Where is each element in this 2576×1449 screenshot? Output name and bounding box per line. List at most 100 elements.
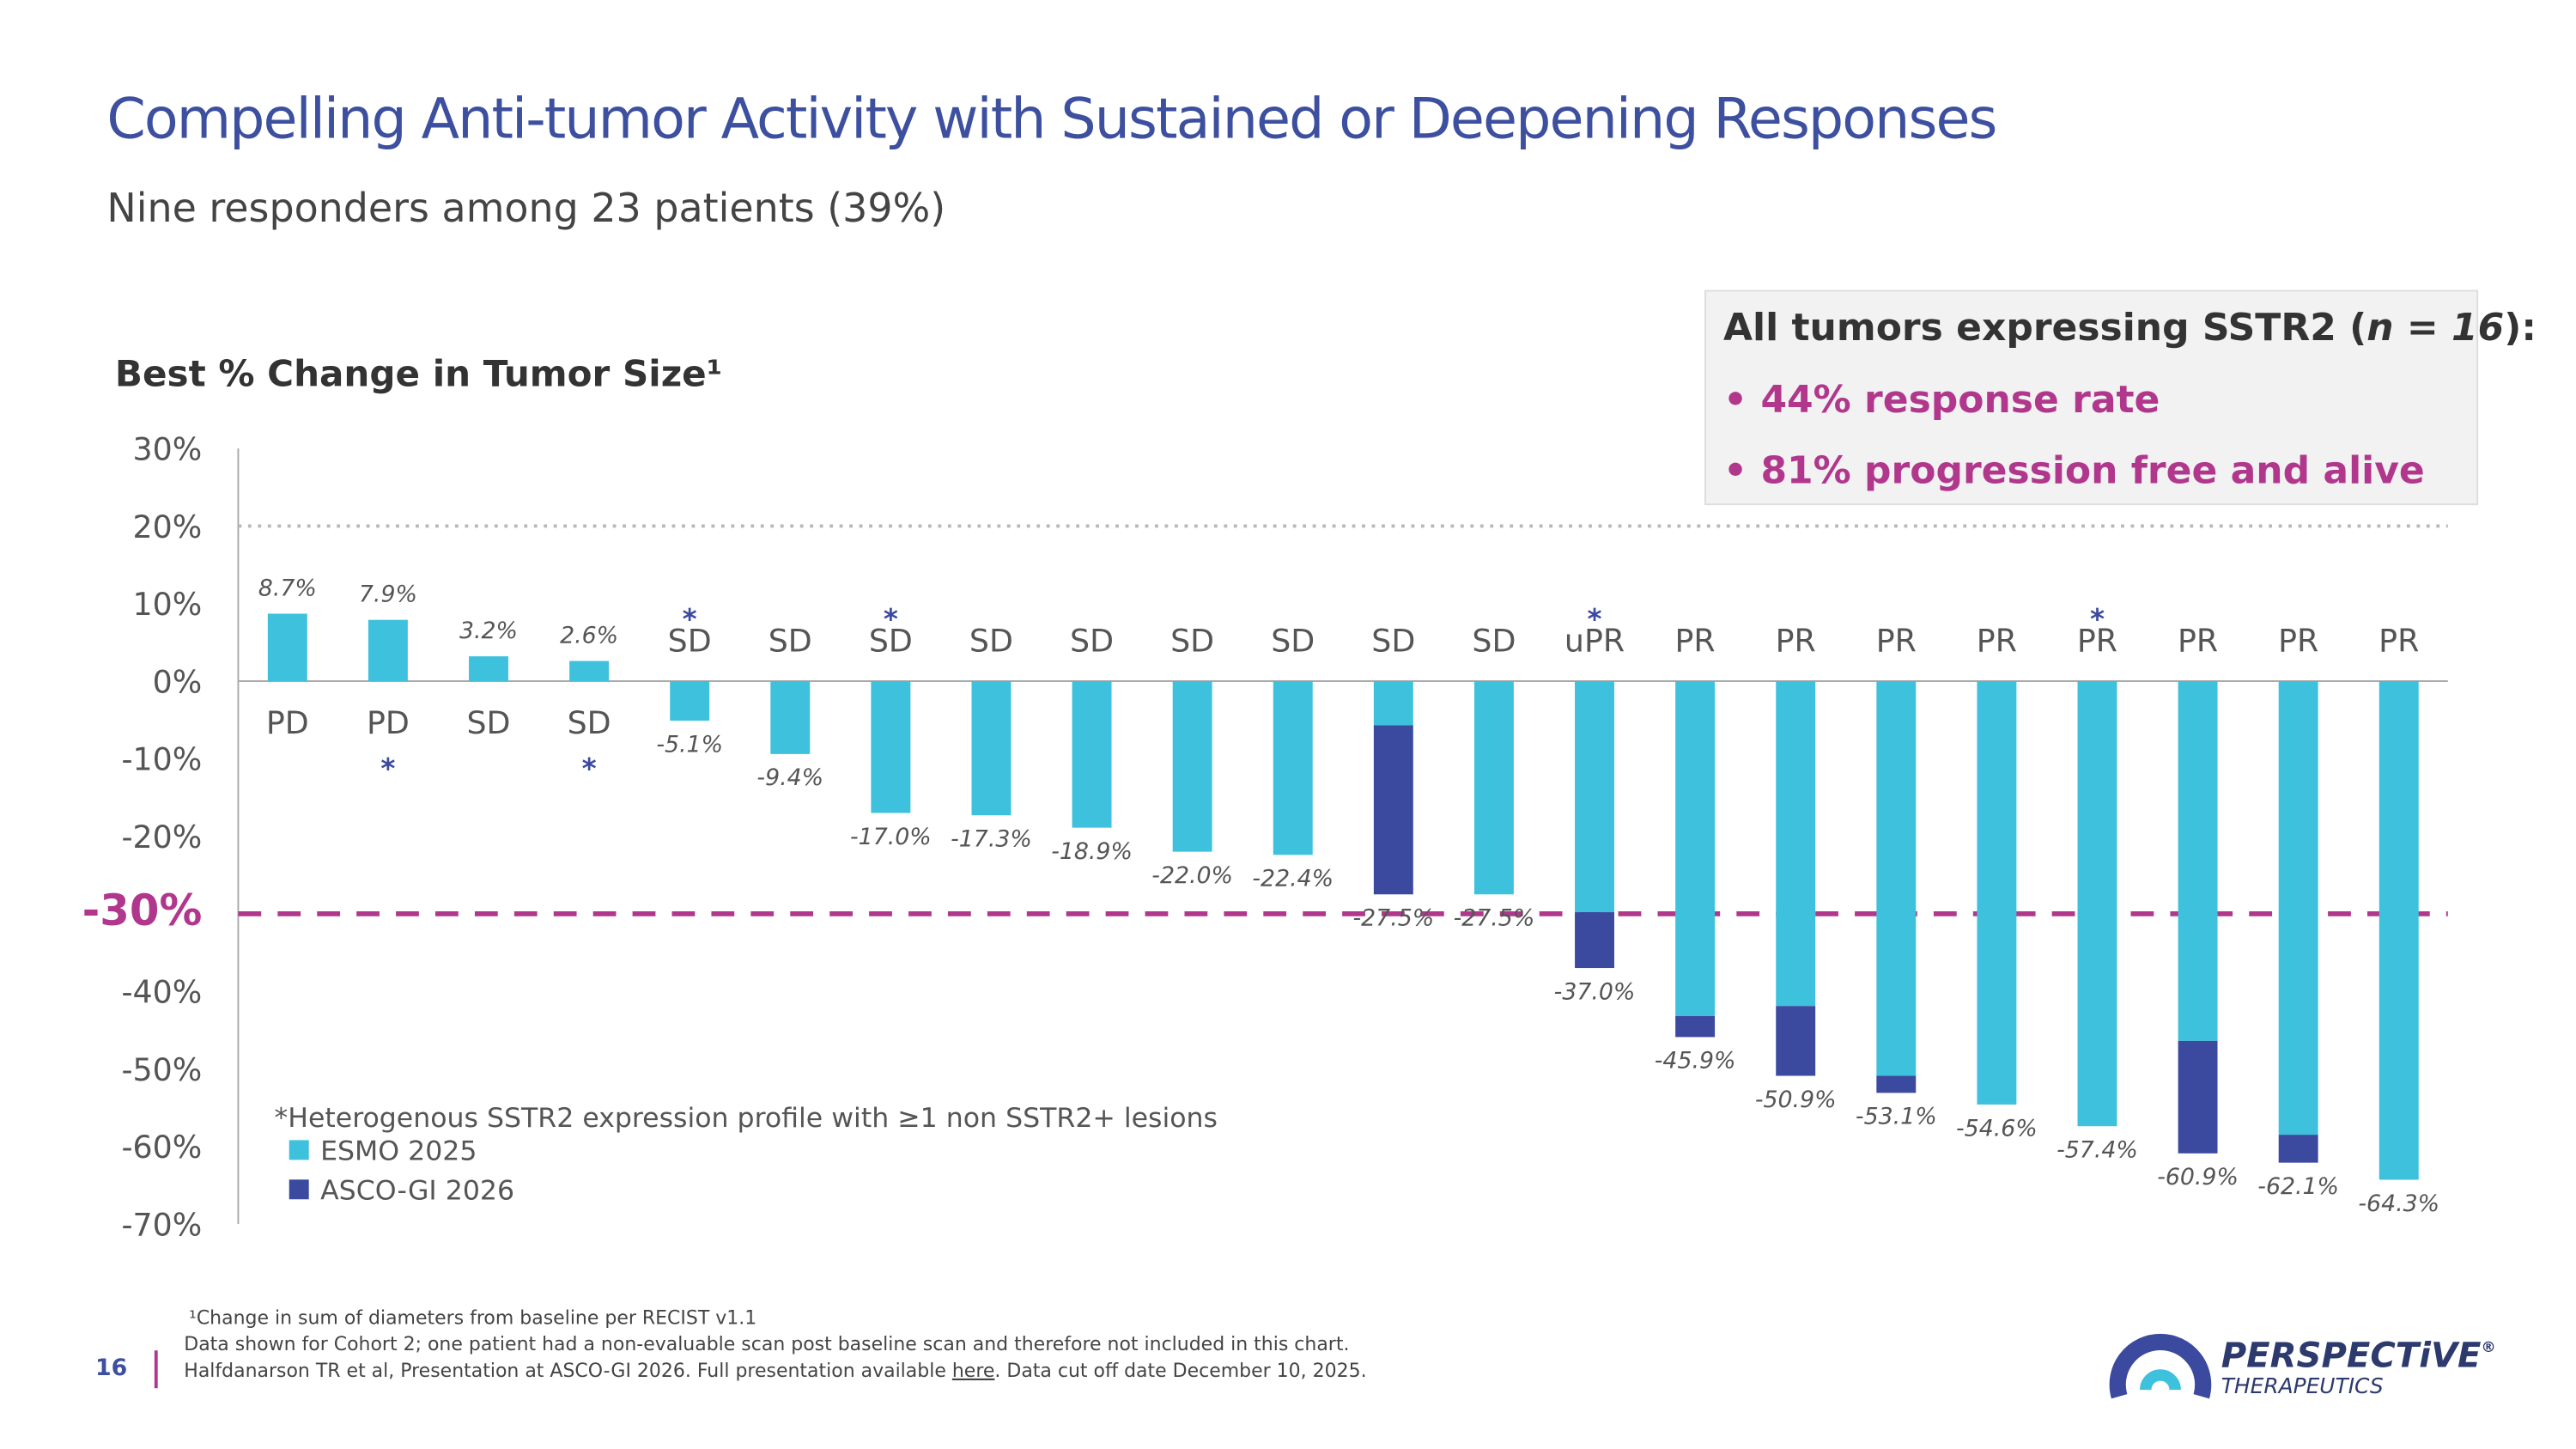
source-text: . Data cut off date December 10, 2025. <box>994 1361 1366 1382</box>
category-label: PR <box>2278 623 2318 660</box>
value-label: -17.3% <box>951 826 1032 853</box>
footnote: ¹Change in sum of diameters from baselin… <box>189 1308 756 1330</box>
page-number: 16 <box>95 1355 127 1381</box>
asterisk: * <box>1588 603 1602 636</box>
footnote: Halfdanarson TR et al, Presentation at A… <box>184 1361 1366 1382</box>
category-label: PD <box>367 704 410 741</box>
category-label: PR <box>1876 623 1917 660</box>
bullet-text: 81% progression free and alive <box>1760 448 2424 492</box>
source-link[interactable]: here <box>952 1361 995 1382</box>
bar-segment <box>2278 681 2318 1135</box>
heading-part: ): <box>2504 306 2537 350</box>
bar-segment <box>1776 1006 1816 1076</box>
heading-part: n = 16 <box>2366 306 2504 350</box>
y-tick-label: -40% <box>121 974 202 1011</box>
asterisk: * <box>380 752 395 785</box>
y-tick-label: -60% <box>121 1129 202 1166</box>
bullet: • 44% response rate <box>1723 378 2160 422</box>
value-label: -60.9% <box>2157 1164 2239 1190</box>
asterisk: * <box>683 603 697 636</box>
logo-sub: THERAPEUTICS <box>2221 1373 2384 1398</box>
value-label: -22.4% <box>1252 866 1334 892</box>
bar-segment <box>1675 1016 1716 1038</box>
category-label: PR <box>1776 623 1816 660</box>
value-label: 2.6% <box>560 622 618 648</box>
category-label: SD <box>769 623 812 660</box>
value-label: 3.2% <box>459 618 518 644</box>
bar-segment <box>1776 681 1816 1007</box>
value-label: -53.1% <box>1856 1104 1937 1130</box>
value-label: -37.0% <box>1554 978 1636 1005</box>
value-label: -27.5% <box>1454 905 1535 932</box>
bar-segment <box>770 681 811 754</box>
bar-segment <box>1473 681 1514 895</box>
value-label: -18.9% <box>1051 838 1133 865</box>
y-tick-label: -20% <box>121 819 202 855</box>
bar-segment <box>2178 1040 2218 1154</box>
bar-segment <box>971 681 1012 816</box>
legend-label: ASCO-GI 2026 <box>320 1175 514 1206</box>
y-tick-label: 20% <box>133 508 203 545</box>
category-label: SD <box>1170 623 1214 660</box>
value-label: -57.4% <box>2057 1137 2138 1164</box>
category-label: SD <box>1070 623 1114 660</box>
category-label: SD <box>969 623 1013 660</box>
bar-segment <box>2178 681 2218 1041</box>
category-label: SD <box>1371 623 1415 660</box>
bar-segment <box>871 681 911 813</box>
category-label: SD <box>466 704 510 741</box>
value-label: -22.0% <box>1151 862 1233 889</box>
logo-word: PERSPECTiVE <box>2221 1336 2482 1375</box>
y-tick-label: -70% <box>121 1206 202 1243</box>
asterisk: * <box>2090 603 2105 636</box>
bar-segment <box>2077 681 2117 1127</box>
value-label: -54.6% <box>1956 1115 2038 1142</box>
bar-segment <box>2379 681 2419 1180</box>
asterisk: * <box>582 752 597 785</box>
legend-label: ESMO 2025 <box>320 1135 477 1166</box>
category-label: PR <box>1675 623 1716 660</box>
title: Compelling Anti-tumor Activity with Sust… <box>106 88 1996 152</box>
y-tick-label: 10% <box>133 586 203 623</box>
category-label: SD <box>1271 623 1315 660</box>
y-tick-label: 0% <box>153 663 203 700</box>
bullet: • 81% progression free and alive <box>1723 448 2425 492</box>
bar-segment <box>1977 681 2017 1105</box>
y-tick-label: -50% <box>121 1051 202 1088</box>
bar-segment <box>368 619 408 682</box>
subtitle: Nine responders among 23 patients (39%) <box>106 185 945 231</box>
heading-part: All tumors expressing SSTR2 ( <box>1723 306 2366 350</box>
bar-segment <box>469 656 508 682</box>
callout-box <box>1704 289 2479 506</box>
y-tick-label: 30% <box>133 431 203 468</box>
source-text: Halfdanarson TR et al, Presentation at A… <box>184 1361 952 1382</box>
value-label: 8.7% <box>258 575 317 601</box>
y-tick-label: -30% <box>82 886 203 935</box>
value-label: -50.9% <box>1755 1087 1837 1113</box>
category-label: uPR <box>1564 623 1625 660</box>
value-label: -17.0% <box>850 824 932 850</box>
value-label: -27.5% <box>1352 905 1434 932</box>
bullet-text: 44% response rate <box>1760 378 2160 422</box>
bar-segment <box>1273 681 1313 855</box>
bar-segment <box>1172 681 1212 852</box>
category-label: PR <box>1977 623 2017 660</box>
footnote: Data shown for Cohort 2; one patient had… <box>184 1334 1349 1355</box>
logo-mark: ® <box>2481 1339 2495 1356</box>
bar-segment <box>1373 725 1413 895</box>
value-label: -64.3% <box>2358 1190 2439 1217</box>
value-label: 7.9% <box>359 581 417 608</box>
category-label: PD <box>266 704 309 741</box>
bar-segment <box>1876 1075 1917 1093</box>
chart-note: *Heterogenous SSTR2 expression profile w… <box>275 1103 1218 1134</box>
category-label: SD <box>869 623 913 660</box>
bar-segment <box>1675 681 1716 1017</box>
category-label: PR <box>2178 623 2218 660</box>
bar-segment <box>1575 681 1614 913</box>
chart-title: Best % Change in Tumor Size¹ <box>115 352 722 394</box>
bar-segment <box>1373 681 1413 726</box>
bar-segment <box>670 681 710 721</box>
value-label: -5.1% <box>656 731 723 758</box>
